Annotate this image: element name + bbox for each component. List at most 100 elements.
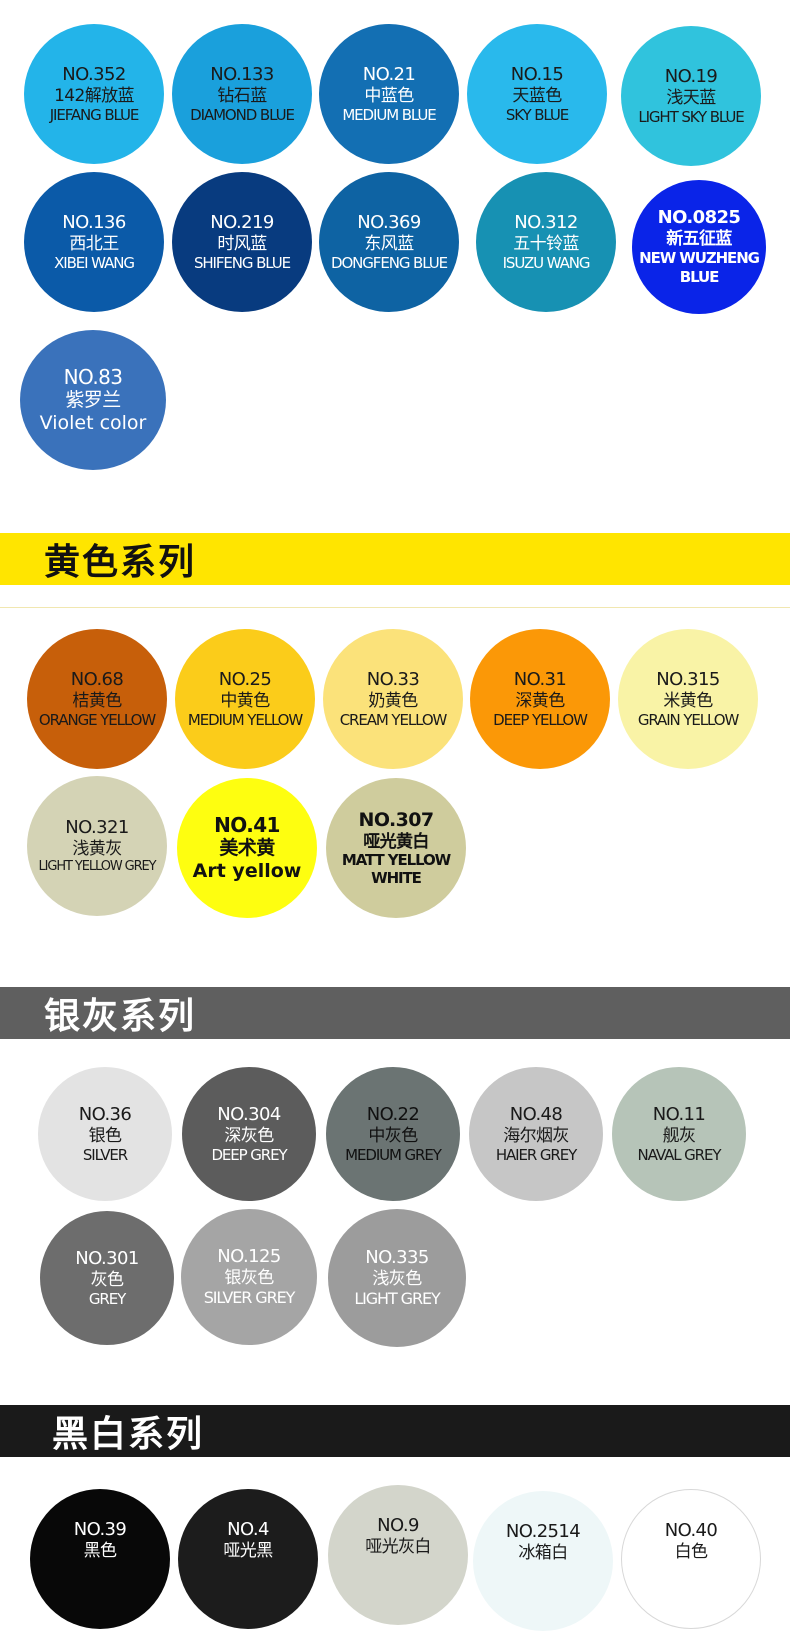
swatch-chinese-name: 米黄色 [663,690,713,711]
swatch-chinese-name: 黑色 [83,1540,117,1561]
swatch-chinese-name: 浅天蓝 [666,87,716,108]
swatch-number: NO.48 [509,1104,563,1125]
section-banner-yellow: 黄色系列 [0,533,790,585]
swatch-chinese-name: 天蓝色 [512,85,562,106]
swatch-number: NO.219 [210,212,274,233]
swatch-chinese-name: 时风蓝 [217,233,267,254]
swatch-chinese-name: 冰箱白 [518,1542,568,1563]
section-banner-blackwhite: 黑白系列 [0,1405,790,1457]
swatch-number: NO.312 [514,212,578,233]
swatch-number: NO.22 [366,1104,420,1125]
color-swatch-125[interactable]: NO.125 银灰色 SILVER GREY [181,1209,317,1345]
color-swatch-9[interactable]: NO.9 哑光灰白 [328,1485,468,1625]
swatch-chinese-name: 浅灰色 [372,1269,422,1289]
swatch-english-name: HAIER GREY [495,1145,577,1164]
swatch-number: NO.15 [510,64,564,85]
color-swatch-83[interactable]: NO.83 紫罗兰 Violet color [20,330,166,470]
color-swatch-301[interactable]: NO.301 灰色 GREY [40,1211,174,1345]
swatch-english-name: MEDIUM GREY [345,1145,442,1164]
color-swatch-321[interactable]: NO.321 浅黄灰 LIGHT YELLOW GREY [27,776,167,916]
color-swatch-36[interactable]: NO.36 银色 SILVER [38,1067,172,1201]
swatch-number: NO.335 [365,1247,429,1269]
swatch-number: NO.21 [362,64,416,85]
swatch-chinese-name: 新五征蓝 [666,228,732,249]
swatch-english-name: DEEP YELLOW [493,710,588,729]
swatch-number: NO.307 [358,809,435,832]
swatch-chinese-name: 中灰色 [368,1125,418,1146]
swatch-number: NO.83 [63,365,123,390]
swatch-number: NO.125 [217,1246,281,1268]
color-swatch-315[interactable]: NO.315 米黄色 GRAIN YELLOW [618,629,758,769]
swatch-chinese-name: 142解放蓝 [54,85,134,106]
swatch-english-name: DIAMOND BLUE [190,105,295,124]
swatch-english-name: ISUZU WANG [502,253,591,272]
color-swatch-33[interactable]: NO.33 奶黄色 CREAM YELLOW [323,629,463,769]
swatch-english-name: LIGHT GREY [354,1289,440,1309]
color-swatch-4[interactable]: NO.4 哑光黑 [178,1489,318,1629]
color-swatch-136[interactable]: NO.136 西北王 XIBEI WANG [24,172,164,312]
swatch-english-name: ORANGE YELLOW [38,710,156,729]
color-swatch-40[interactable]: NO.40 白色 [621,1489,761,1629]
swatch-chinese-name: 哑光灰白 [365,1536,431,1557]
color-swatch-304[interactable]: NO.304 深灰色 DEEP GREY [182,1067,316,1201]
swatch-english-name: CREAM YELLOW [339,710,448,729]
color-swatch-312[interactable]: NO.312 五十铃蓝 ISUZU WANG [476,172,616,312]
swatch-chinese-name: 西北王 [69,233,119,254]
color-swatch-48[interactable]: NO.48 海尔烟灰 HAIER GREY [469,1067,603,1201]
swatch-english-name: Art yellow [192,860,302,882]
color-swatch-22[interactable]: NO.22 中灰色 MEDIUM GREY [326,1067,460,1201]
swatch-number: NO.31 [513,669,567,690]
color-swatch-307[interactable]: NO.307 哑光黄白 MATT YELLOW WHITE [326,778,466,918]
swatch-english-name: LIGHT SKY BLUE [638,107,744,126]
swatch-english-name: SKY BLUE [505,105,569,124]
swatch-chinese-name: 银色 [88,1125,122,1146]
color-swatch-335[interactable]: NO.335 浅灰色 LIGHT GREY [328,1209,466,1347]
swatch-number: NO.9 [377,1515,419,1536]
divider [0,607,790,608]
swatch-chinese-name: 钻石蓝 [217,85,267,106]
swatch-chinese-name: 桔黄色 [72,690,122,711]
color-swatch-15[interactable]: NO.15 天蓝色 SKY BLUE [467,24,607,164]
swatch-english-name: LIGHT YELLOW GREY [38,859,157,875]
swatch-number: NO.301 [75,1248,139,1269]
swatch-chinese-name: 东风蓝 [364,233,414,254]
color-swatch-19[interactable]: NO.19 浅天蓝 LIGHT SKY BLUE [621,26,761,166]
swatch-chinese-name: 哑光黄白 [363,831,429,852]
color-swatch-133[interactable]: NO.133 钻石蓝 DIAMOND BLUE [172,24,312,164]
swatch-number: NO.304 [217,1104,281,1125]
swatch-english-name: SHIFENG BLUE [193,253,291,272]
swatch-english-name: GRAIN YELLOW [637,710,739,729]
color-swatch-41[interactable]: NO.41 美术黄 Art yellow [177,778,317,918]
swatch-number: NO.133 [210,64,274,85]
swatch-english-name: SILVER [82,1145,128,1164]
swatch-number: NO.33 [366,669,420,690]
color-swatch-21[interactable]: NO.21 中蓝色 MEDIUM BLUE [319,24,459,164]
color-swatch-369[interactable]: NO.369 东风蓝 DONGFENG BLUE [319,172,459,312]
swatch-number: NO.41 [214,813,280,838]
swatch-chinese-name: 浅黄灰 [72,838,122,859]
swatch-chinese-name: 深黄色 [515,690,565,711]
swatch-chinese-name: 灰色 [90,1269,124,1290]
color-swatch-25[interactable]: NO.25 中黄色 MEDIUM YELLOW [175,629,315,769]
swatch-number: NO.2514 [505,1521,581,1542]
swatch-english-name: MEDIUM YELLOW [187,710,303,729]
swatch-english-name: GREY [88,1289,126,1308]
color-swatch-68[interactable]: NO.68 桔黄色 ORANGE YELLOW [27,629,167,769]
color-swatch-0825[interactable]: NO.0825 新五征蓝 NEW WUZHENG BLUE [632,180,766,314]
swatch-number: NO.4 [227,1519,269,1540]
color-swatch-31[interactable]: NO.31 深黄色 DEEP YELLOW [470,629,610,769]
swatch-chinese-name: 银灰色 [224,1268,274,1288]
swatch-number: NO.369 [357,212,421,233]
color-swatch-39[interactable]: NO.39 黑色 [30,1489,170,1629]
color-swatch-352[interactable]: NO.352 142解放蓝 JIEFANG BLUE [24,24,164,164]
swatch-english-name: MATT YELLOW WHITE [341,851,451,887]
swatch-number: NO.0825 [657,207,741,229]
swatch-chinese-name: 美术黄 [219,837,275,860]
swatch-number: NO.321 [65,817,129,839]
color-swatch-219[interactable]: NO.219 时风蓝 SHIFENG BLUE [172,172,312,312]
color-swatch-11[interactable]: NO.11 舰灰 NAVAL GREY [612,1067,746,1201]
swatch-number: NO.315 [656,669,720,690]
color-swatch-2514[interactable]: NO.2514 冰箱白 [473,1491,613,1631]
swatch-number: NO.25 [218,669,272,690]
swatch-chinese-name: 哑光黑 [223,1540,273,1561]
